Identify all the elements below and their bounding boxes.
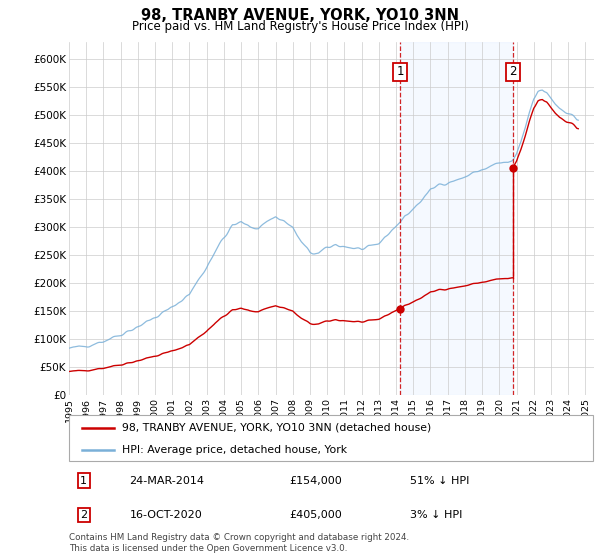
Text: HPI: Average price, detached house, York: HPI: Average price, detached house, York [121,445,347,455]
Text: 2: 2 [80,510,87,520]
FancyBboxPatch shape [69,416,593,461]
Text: 3% ↓ HPI: 3% ↓ HPI [410,510,463,520]
Text: 16-OCT-2020: 16-OCT-2020 [130,510,202,520]
Bar [400,42,513,395]
Text: 1: 1 [80,476,87,486]
Text: 2: 2 [509,66,517,78]
Text: Contains HM Land Registry data © Crown copyright and database right 2024.
This d: Contains HM Land Registry data © Crown c… [69,533,409,553]
Text: £154,000: £154,000 [290,476,342,486]
Text: 51% ↓ HPI: 51% ↓ HPI [410,476,470,486]
Text: 98, TRANBY AVENUE, YORK, YO10 3NN: 98, TRANBY AVENUE, YORK, YO10 3NN [141,8,459,23]
Text: 98, TRANBY AVENUE, YORK, YO10 3NN (detached house): 98, TRANBY AVENUE, YORK, YO10 3NN (detac… [121,423,431,433]
Text: 24-MAR-2014: 24-MAR-2014 [130,476,205,486]
Text: 1: 1 [396,66,404,78]
Text: £405,000: £405,000 [290,510,342,520]
Text: Price paid vs. HM Land Registry's House Price Index (HPI): Price paid vs. HM Land Registry's House … [131,20,469,34]
